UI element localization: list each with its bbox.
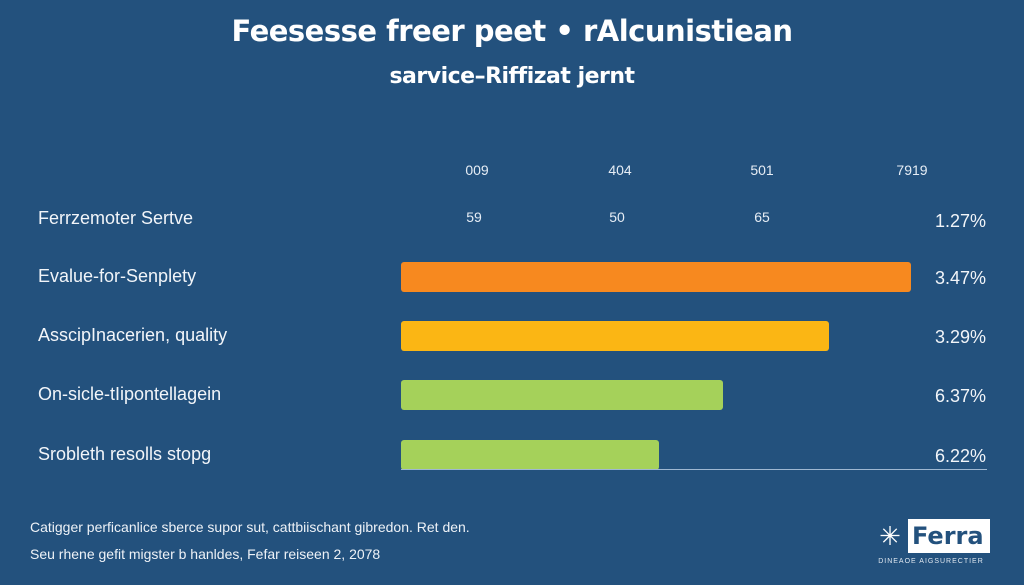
- bar: [401, 380, 723, 410]
- header-row-value: 50: [609, 209, 625, 225]
- category-label: On-sicle-tIipontellagein: [38, 384, 222, 404]
- chart-subtitle: sarvice–Riffizat jernt: [389, 64, 635, 89]
- logo-tagline: DINEAOE AIGSURECTIER: [878, 558, 984, 565]
- column-header: 501: [750, 162, 774, 178]
- header-row-value: 65: [754, 209, 770, 225]
- header-row-percent: 1.27%: [934, 211, 986, 231]
- category-label: Srobleth resolls stopg: [38, 444, 212, 464]
- chart-title: Feesesse freer peet • rAlcunistiean: [231, 14, 793, 48]
- bar: [401, 321, 829, 351]
- bar: [401, 262, 911, 292]
- footnote-1: Catigger perficanlice sberce supor sut, …: [30, 519, 470, 535]
- logo-text: Ferra: [912, 522, 984, 550]
- category-label: Evalue-for-Senplety: [38, 266, 197, 286]
- percent-label: 6.22%: [934, 446, 986, 466]
- column-header: 404: [608, 162, 632, 178]
- percent-label: 3.29%: [934, 327, 986, 347]
- bar: [401, 440, 659, 470]
- percent-label: 6.37%: [934, 386, 986, 406]
- header-row-label: Ferrzemoter Sertve: [38, 208, 194, 228]
- header-row-value: 59: [466, 209, 482, 225]
- footnote-2: Seu rhene gefit migster b hanldes, Fefar…: [30, 546, 381, 562]
- percent-label: 3.47%: [934, 268, 986, 288]
- brand-logo: ✳ Ferra: [872, 519, 990, 553]
- starburst-icon: ✳: [872, 519, 908, 553]
- column-header: 7919: [896, 162, 928, 178]
- axis-line: [401, 469, 987, 470]
- column-header: 009: [465, 162, 489, 178]
- category-label: AsscipInacerien, quality: [38, 325, 228, 345]
